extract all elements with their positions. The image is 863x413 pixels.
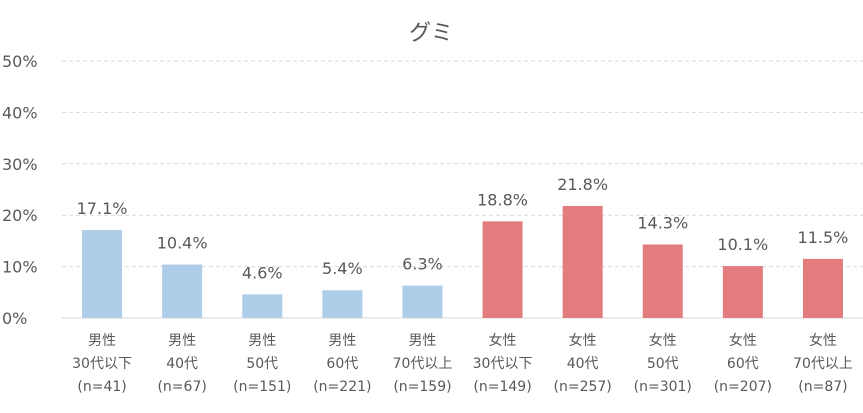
data-label: 11.5% <box>798 228 849 247</box>
x-tick-label: 40代 <box>567 356 599 372</box>
y-tick-label: 10% <box>2 258 38 277</box>
x-tick-label: 男性 <box>328 333 356 349</box>
x-tick-label: 50代 <box>647 356 679 372</box>
x-tick-label: 60代 <box>326 356 358 372</box>
bar <box>322 290 363 318</box>
y-tick-label: 40% <box>2 103 38 122</box>
x-tick-label: 50代 <box>246 356 278 372</box>
bar <box>482 221 523 318</box>
x-tick-label: 女性 <box>649 332 677 349</box>
y-tick-label: 0% <box>2 309 27 328</box>
bar <box>642 244 683 318</box>
x-tick-label: (n=207) <box>714 379 772 395</box>
x-tick-label: 女性 <box>569 332 597 349</box>
x-tick-label: 70代以上 <box>393 356 453 372</box>
data-label: 14.3% <box>637 213 688 232</box>
x-tick-label: 男性 <box>408 333 436 349</box>
x-tick-label: (n=221) <box>313 379 371 395</box>
data-label: 6.3% <box>402 255 443 274</box>
data-label: 21.8% <box>557 175 608 194</box>
bar <box>162 264 203 318</box>
bar <box>722 266 763 318</box>
y-tick-label: 30% <box>2 155 38 174</box>
bar <box>242 294 283 318</box>
x-tick-label: 女性 <box>729 332 757 349</box>
x-tick-label: (n=151) <box>233 379 291 395</box>
chart-title: グミ <box>409 21 453 46</box>
x-tick-label: 男性 <box>248 333 276 349</box>
x-tick-label: 男性 <box>88 333 116 349</box>
x-tick-label: 40代 <box>166 356 198 372</box>
x-tick-label: 70代以上 <box>793 356 853 372</box>
data-label: 18.8% <box>477 190 528 209</box>
data-label: 4.6% <box>242 263 283 282</box>
x-tick-label: (n=301) <box>634 379 692 395</box>
bar <box>402 285 443 318</box>
x-tick-label: (n=67) <box>157 379 206 395</box>
x-tick-label: 30代以下 <box>473 356 533 372</box>
y-tick-label: 50% <box>2 52 38 71</box>
bar <box>802 258 843 318</box>
x-tick-label: (n=41) <box>77 379 126 395</box>
bar <box>82 230 123 318</box>
x-tick-label: (n=87) <box>798 379 847 395</box>
data-label: 10.1% <box>717 235 768 254</box>
x-tick-label: 男性 <box>168 333 196 349</box>
bar <box>562 205 603 318</box>
x-tick-label: (n=149) <box>473 379 531 395</box>
data-label: 5.4% <box>322 259 363 278</box>
x-tick-label: 30代以下 <box>72 356 132 372</box>
data-label: 17.1% <box>77 199 128 218</box>
x-tick-label: 60代 <box>727 356 759 372</box>
x-tick-label: (n=257) <box>554 379 612 395</box>
data-label: 10.4% <box>157 234 208 253</box>
x-tick-label: 女性 <box>809 332 837 349</box>
x-tick-label: 女性 <box>489 332 517 349</box>
y-tick-label: 20% <box>2 206 38 225</box>
x-tick-label: (n=159) <box>393 379 451 395</box>
